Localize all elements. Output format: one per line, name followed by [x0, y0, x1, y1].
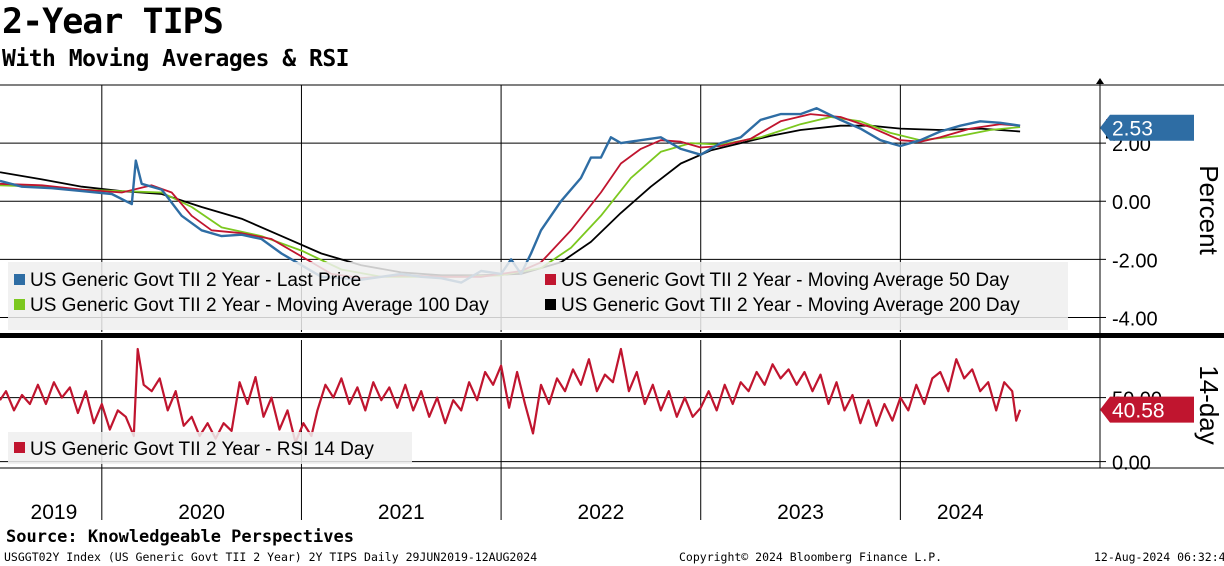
legend-label-ma200: US Generic Govt TII 2 Year - Moving Aver…: [561, 295, 1020, 316]
price-last-value-tag-label: 2.53: [1112, 118, 1153, 141]
series-line-ma50: [0, 113, 1021, 280]
y-axis-title-bottom: 14-day: [1194, 365, 1224, 445]
rsi-panel-series: [0, 347, 1022, 444]
series-line-ma200: [0, 124, 1021, 277]
rsi-last-value-tag: [1100, 396, 1194, 423]
legend-swatch-ma200: [545, 299, 556, 310]
legend-label-ma50: US Generic Govt TII 2 Year - Moving Aver…: [561, 270, 1010, 291]
chart-subtitle: With Moving Averages & RSI: [2, 46, 350, 72]
legend-swatch-rsi: [14, 442, 25, 453]
footer-center: Copyright© 2024 Bloomberg Finance L.P.: [679, 550, 943, 564]
y-tick-label-top: -4.00: [1112, 308, 1158, 330]
legend-swatch-price: [14, 274, 25, 285]
y-tick-label-top: -2.00: [1112, 250, 1158, 272]
x-tick-label: 2019: [31, 501, 78, 524]
legend-label-rsi: US Generic Govt TII 2 Year - RSI 14 Day: [30, 439, 374, 460]
rsi-legend: US Generic Govt TII 2 Year - RSI 14 Day: [8, 432, 412, 464]
axis-arrow-icon: [1096, 78, 1104, 84]
series-line-price: [0, 107, 1021, 284]
x-tick-label: 2021: [378, 501, 425, 524]
y-tick-label-bottom: 0.00: [1112, 453, 1151, 475]
legend-label-ma100: US Generic Govt TII 2 Year - Moving Aver…: [30, 295, 489, 316]
legend-swatch-ma50: [545, 274, 556, 285]
rsi-last-value-tag-label: 40.58: [1112, 400, 1165, 423]
axis-labels: 2.000.00-2.00-4.0050.000.00Percent14-day…: [31, 114, 1224, 524]
series-line-rsi: [0, 347, 1022, 444]
legend-box-bottom: [8, 432, 412, 464]
price-panel-series: [0, 107, 1021, 284]
plot-frames: [0, 78, 1224, 469]
panel-divider: [0, 333, 1224, 338]
price-legend: US Generic Govt TII 2 Year - Last Price U…: [8, 262, 1068, 330]
x-tick-label: 2023: [777, 501, 824, 524]
legend-box-top: [8, 262, 1068, 330]
x-tick-label: 2020: [178, 501, 225, 524]
chart-title: 2-Year TIPS: [2, 2, 224, 42]
price-last-value-tag: [1100, 114, 1194, 141]
source-note: Source: Knowledgeable Perspectives: [6, 527, 354, 547]
x-tick-label: 2024: [937, 501, 984, 524]
x-tick-label: 2022: [578, 501, 625, 524]
legend-label-price: US Generic Govt TII 2 Year - Last Price: [30, 270, 361, 291]
y-tick-label-top: 0.00: [1112, 192, 1151, 214]
y-axis-title-top: Percent: [1194, 165, 1224, 255]
legend-swatch-ma100: [14, 299, 25, 310]
footer-right: 12-Aug-2024 06:32:49: [1094, 550, 1224, 564]
series-line-ma100: [0, 116, 1021, 278]
footer-left: USGGT02Y Index (US Generic Govt TII 2 Ye…: [4, 550, 538, 564]
